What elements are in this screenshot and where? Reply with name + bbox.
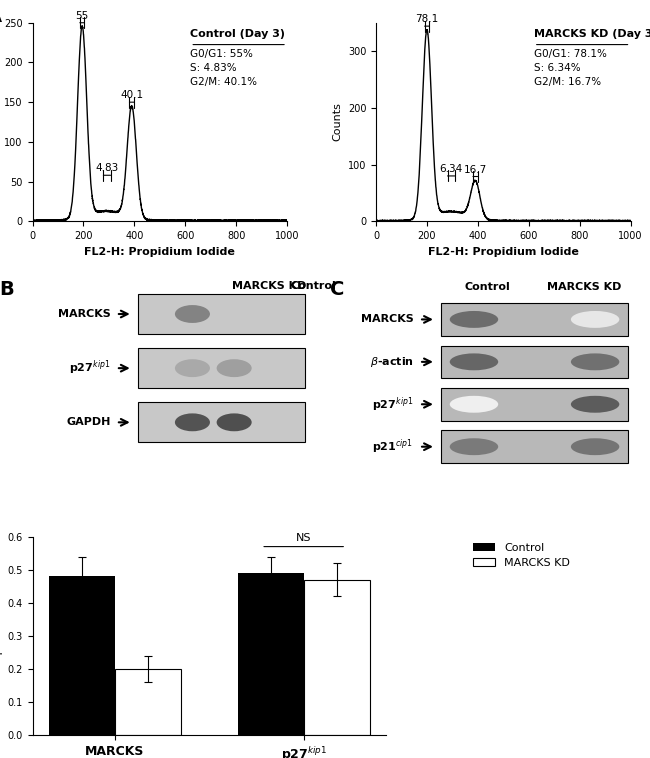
Text: A: A (0, 7, 2, 26)
Text: G0/G1: 78.1%
S: 6.34%
G2/M: 16.7%: G0/G1: 78.1% S: 6.34% G2/M: 16.7% (534, 49, 606, 86)
Ellipse shape (450, 311, 498, 328)
Text: MARCKS KD: MARCKS KD (232, 280, 306, 290)
Text: MARCKS: MARCKS (361, 315, 413, 324)
Text: NS: NS (296, 534, 311, 543)
Text: p21$^{cip1}$: p21$^{cip1}$ (372, 437, 413, 456)
Text: 6.34: 6.34 (439, 164, 463, 174)
Text: 4.83: 4.83 (96, 163, 118, 174)
Text: Control: Control (464, 282, 510, 293)
Ellipse shape (450, 438, 498, 455)
Ellipse shape (571, 353, 619, 371)
Text: Control (Day 3): Control (Day 3) (190, 29, 285, 39)
Bar (237, 573, 304, 735)
Bar (304, 580, 370, 735)
X-axis label: FL2-H: Propidium Iodide: FL2-H: Propidium Iodide (84, 246, 235, 257)
Text: 16.7: 16.7 (463, 164, 487, 174)
FancyBboxPatch shape (441, 431, 628, 463)
Y-axis label: Normalized mRNA
Expression: Normalized mRNA Expression (0, 585, 2, 687)
Text: B: B (0, 280, 14, 299)
Text: 40.1: 40.1 (120, 90, 143, 100)
Text: G0/G1: 55%
S: 4.83%
G2/M: 40.1%: G0/G1: 55% S: 4.83% G2/M: 40.1% (190, 49, 257, 86)
X-axis label: FL2-H: Propidium Iodide: FL2-H: Propidium Iodide (428, 246, 578, 257)
Text: p27$^{kip1}$: p27$^{kip1}$ (69, 359, 110, 377)
Text: C: C (330, 280, 344, 299)
Ellipse shape (450, 396, 498, 412)
FancyBboxPatch shape (138, 349, 305, 388)
Y-axis label: Counts: Counts (332, 102, 343, 142)
Ellipse shape (571, 396, 619, 412)
Text: 55: 55 (75, 11, 89, 20)
Text: Control: Control (291, 280, 336, 290)
Ellipse shape (175, 305, 210, 323)
FancyBboxPatch shape (441, 388, 628, 421)
Ellipse shape (216, 413, 252, 431)
Ellipse shape (571, 438, 619, 455)
Ellipse shape (571, 311, 619, 328)
Ellipse shape (450, 353, 498, 371)
Text: MARCKS: MARCKS (58, 309, 110, 319)
FancyBboxPatch shape (138, 294, 305, 334)
Ellipse shape (175, 413, 210, 431)
Legend: Control, MARCKS KD: Control, MARCKS KD (469, 538, 575, 573)
Text: 78.1: 78.1 (415, 14, 439, 24)
Ellipse shape (216, 359, 252, 377)
FancyBboxPatch shape (441, 303, 628, 336)
Text: MARCKS KD: MARCKS KD (547, 282, 622, 293)
Text: $\beta$-actin: $\beta$-actin (370, 355, 413, 369)
Text: p27$^{kip1}$: p27$^{kip1}$ (372, 395, 413, 414)
Bar (49, 576, 114, 735)
FancyBboxPatch shape (138, 402, 305, 442)
Ellipse shape (175, 359, 210, 377)
Bar (114, 669, 181, 735)
FancyBboxPatch shape (441, 346, 628, 378)
Text: GAPDH: GAPDH (66, 418, 110, 428)
Text: MARCKS KD (Day 3): MARCKS KD (Day 3) (534, 29, 650, 39)
